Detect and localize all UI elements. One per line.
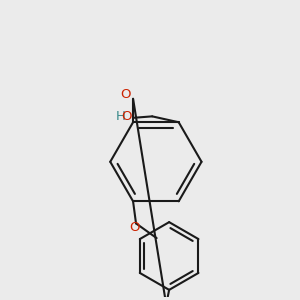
Text: O: O (121, 88, 131, 101)
Text: O: O (129, 221, 140, 234)
Text: O: O (121, 110, 132, 124)
Text: H: H (116, 110, 126, 124)
